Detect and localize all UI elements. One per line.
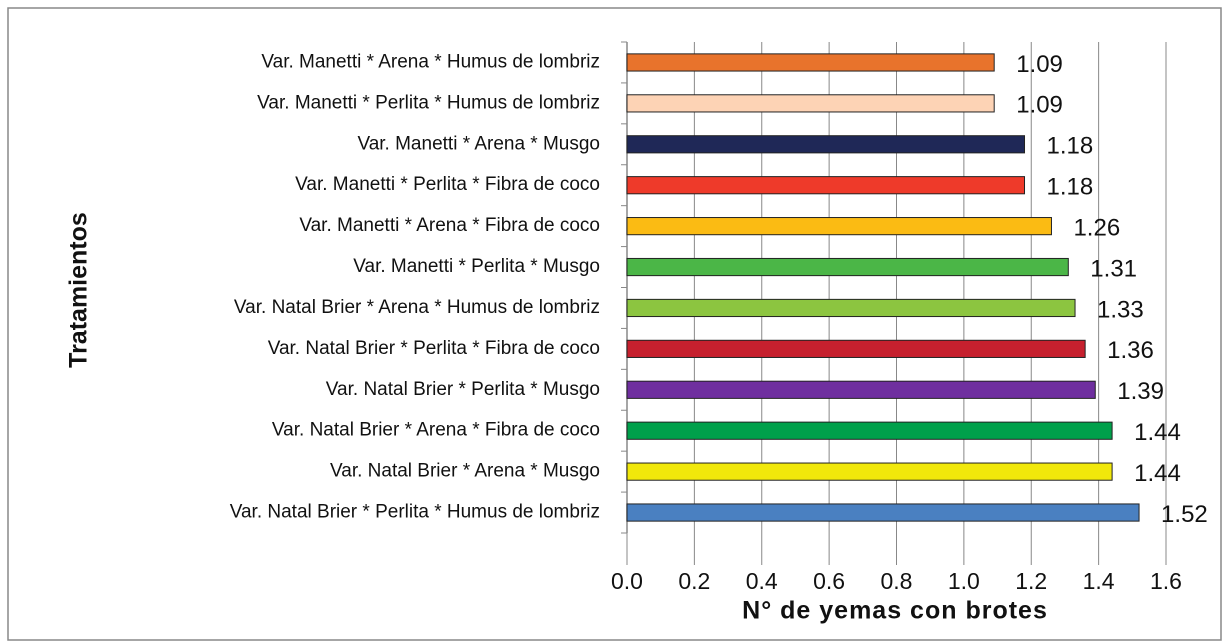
bar (626, 94, 995, 113)
data-label: 1.36 (1107, 337, 1154, 364)
bar (626, 503, 1140, 522)
data-label: 1.33 (1097, 296, 1144, 323)
y-tick-label: Var. Manetti * Arena * Fibra de coco (299, 215, 600, 236)
data-label: 1.18 (1047, 133, 1094, 160)
x-tick-label: 1.0 (948, 568, 980, 594)
x-tick-label: 1.2 (1015, 568, 1047, 594)
x-tick-label: 0.0 (611, 568, 643, 594)
data-label: 1.09 (1016, 51, 1063, 78)
bar (626, 257, 1069, 277)
bar (626, 380, 1096, 399)
data-label: 1.39 (1117, 378, 1164, 405)
x-tick-label: 1.4 (1083, 568, 1115, 594)
y-tick-label: Var. Manetti * Perlita * Humus de lombri… (257, 92, 600, 113)
data-label: 1.44 (1134, 419, 1181, 446)
bar (626, 421, 1113, 440)
bar (626, 135, 1026, 154)
x-tick-label: 0.8 (881, 568, 913, 594)
data-label: 1.52 (1161, 501, 1208, 528)
x-tick-label: 0.6 (813, 568, 845, 594)
y-tick-label: Var. Manetti * Arena * Humus de lombriz (261, 51, 600, 72)
y-tick-label: Var. Natal Brier * Arena * Humus de lomb… (234, 297, 600, 318)
data-label: 1.09 (1016, 92, 1063, 119)
y-tick-label: Var. Natal Brier * Perlita * Fibra de co… (268, 338, 600, 359)
bar (626, 298, 1076, 318)
x-axis-label: N° de yemas con brotes (742, 597, 1048, 625)
bar (626, 339, 1086, 358)
data-label: 1.31 (1090, 255, 1137, 282)
bar (626, 53, 995, 72)
y-axis-label: Tratamientos (65, 212, 93, 368)
data-label: 1.26 (1073, 214, 1120, 241)
y-tick-label: Var. Natal Brier * Perlita * Musgo (326, 379, 600, 400)
y-tick-label: Var. Natal Brier * Perlita * Humus de lo… (230, 502, 600, 523)
y-tick-label: Var. Natal Brier * Arena * Fibra de coco (272, 420, 600, 441)
x-tick-label: 0.4 (746, 568, 778, 594)
bar (626, 462, 1113, 481)
chart-frame (7, 7, 1222, 641)
bar (626, 176, 1026, 195)
data-label: 1.44 (1134, 460, 1181, 487)
x-tick-label: 1.6 (1150, 568, 1182, 594)
bar (626, 217, 1052, 236)
y-tick-label: Var. Manetti * Arena * Musgo (357, 133, 600, 154)
x-tick-label: 0.2 (678, 568, 710, 594)
data-label: 1.18 (1047, 174, 1094, 201)
y-tick-label: Var. Manetti * Perlita * Musgo (353, 256, 600, 277)
y-tick-label: Var. Manetti * Perlita * Fibra de coco (295, 174, 600, 195)
y-tick-label: Var. Natal Brier * Arena * Musgo (330, 461, 600, 482)
